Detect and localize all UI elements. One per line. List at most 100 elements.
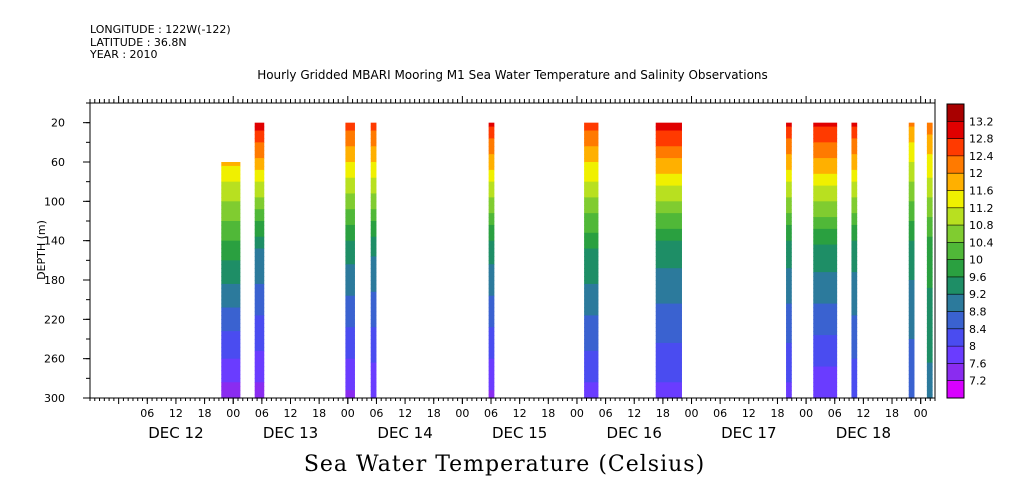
temperature-cell — [655, 126, 682, 132]
temperature-cell — [345, 236, 355, 242]
temperature-cell — [786, 181, 792, 187]
temperature-cell — [584, 283, 599, 289]
temperature-cell — [908, 354, 915, 360]
temperature-cell — [926, 394, 933, 399]
temperature-cell — [370, 130, 377, 136]
temperature-cell — [584, 177, 599, 183]
temperature-cell — [786, 362, 792, 368]
temperature-cell — [786, 342, 792, 348]
temperature-cell — [655, 342, 682, 348]
temperature-cell — [221, 185, 241, 191]
temperature-cell — [370, 150, 377, 155]
temperature-cell — [370, 181, 377, 187]
temperature-cell — [786, 122, 792, 128]
temperature-cell — [786, 201, 792, 206]
temperature-cell — [584, 181, 599, 187]
temperature-cell — [488, 154, 495, 159]
variable-title: Sea Water Temperature (Celsius) — [303, 452, 706, 477]
temperature-cell — [221, 201, 241, 206]
temperature-cell — [908, 291, 915, 297]
temperature-cell — [908, 339, 915, 344]
temperature-cell — [254, 185, 265, 191]
temperature-cell — [488, 244, 495, 250]
temperature-cell — [786, 370, 792, 375]
temperature-cell — [488, 209, 495, 214]
temperature-cell — [345, 303, 355, 309]
temperature-cell — [813, 248, 838, 254]
temperature-cell — [851, 295, 858, 301]
temperature-cell — [786, 378, 792, 383]
temperature-cell — [370, 142, 377, 147]
temperature-cell — [786, 276, 792, 281]
temperature-cell — [345, 323, 355, 328]
temperature-cell — [221, 327, 241, 332]
temperature-cell — [488, 165, 495, 171]
temperature-cell — [584, 221, 599, 226]
temperature-cell — [813, 126, 838, 132]
temperature-cell — [813, 138, 838, 143]
temperature-cell — [254, 169, 265, 175]
temperature-column — [851, 122, 858, 399]
temperature-cell — [370, 323, 377, 328]
temperature-cell — [221, 264, 241, 269]
temperature-cell — [926, 209, 933, 214]
colorbar-swatch — [947, 207, 964, 226]
temperature-cell — [254, 130, 265, 136]
x-tick-label: 12 — [169, 407, 183, 420]
temperature-cell — [786, 205, 792, 210]
temperature-cell — [813, 252, 838, 257]
x-tick-label: 12 — [856, 407, 870, 420]
temperature-cell — [221, 291, 241, 297]
temperature-cell — [926, 358, 933, 364]
temperature-cell — [488, 197, 495, 202]
temperature-cell — [345, 378, 355, 383]
temperature-cell — [370, 209, 377, 214]
temperature-cell — [221, 295, 241, 301]
temperature-cell — [655, 209, 682, 214]
temperature-cell — [345, 122, 355, 128]
temperature-cell — [488, 394, 495, 399]
temperature-cell — [908, 205, 915, 210]
temperature-cell — [786, 299, 792, 305]
temperature-cell — [584, 358, 599, 364]
temperature-cell — [786, 374, 792, 379]
temperature-cell — [345, 362, 355, 368]
temperature-cell — [254, 158, 265, 163]
temperature-cell — [851, 362, 858, 368]
temperature-cell — [488, 264, 495, 269]
temperature-cell — [584, 323, 599, 328]
temperature-cell — [813, 358, 838, 364]
temperature-cell — [254, 272, 265, 277]
temperature-cell — [926, 205, 933, 210]
temperature-cell — [221, 346, 241, 352]
temperature-cell — [655, 228, 682, 234]
temperature-cell — [370, 162, 377, 167]
temperature-cell — [254, 346, 265, 352]
temperature-cell — [370, 276, 377, 281]
temperature-cell — [221, 173, 241, 179]
temperature-cell — [813, 154, 838, 159]
temperature-cell — [851, 158, 858, 163]
temperature-cell — [584, 197, 599, 202]
temperature-column — [655, 122, 682, 399]
x-tick-label: 06 — [828, 407, 842, 420]
temperature-cell — [254, 366, 265, 372]
temperature-cell — [488, 221, 495, 226]
temperature-cell — [345, 342, 355, 348]
temperature-cell — [584, 169, 599, 175]
x-day-label: DEC 12 — [148, 424, 203, 442]
colorbar-label: 10.8 — [969, 219, 994, 232]
temperature-cell — [584, 311, 599, 316]
temperature-cell — [851, 209, 858, 214]
temperature-cell — [851, 185, 858, 191]
temperature-cell — [908, 382, 915, 387]
temperature-cell — [221, 252, 241, 257]
temperature-cell — [813, 209, 838, 214]
temperature-cell — [851, 134, 858, 139]
temperature-cell — [908, 272, 915, 277]
temperature-cell — [370, 339, 377, 344]
temperature-cell — [813, 362, 838, 368]
temperature-cell — [851, 138, 858, 143]
temperature-cell — [813, 134, 838, 139]
temperature-cell — [926, 268, 933, 273]
